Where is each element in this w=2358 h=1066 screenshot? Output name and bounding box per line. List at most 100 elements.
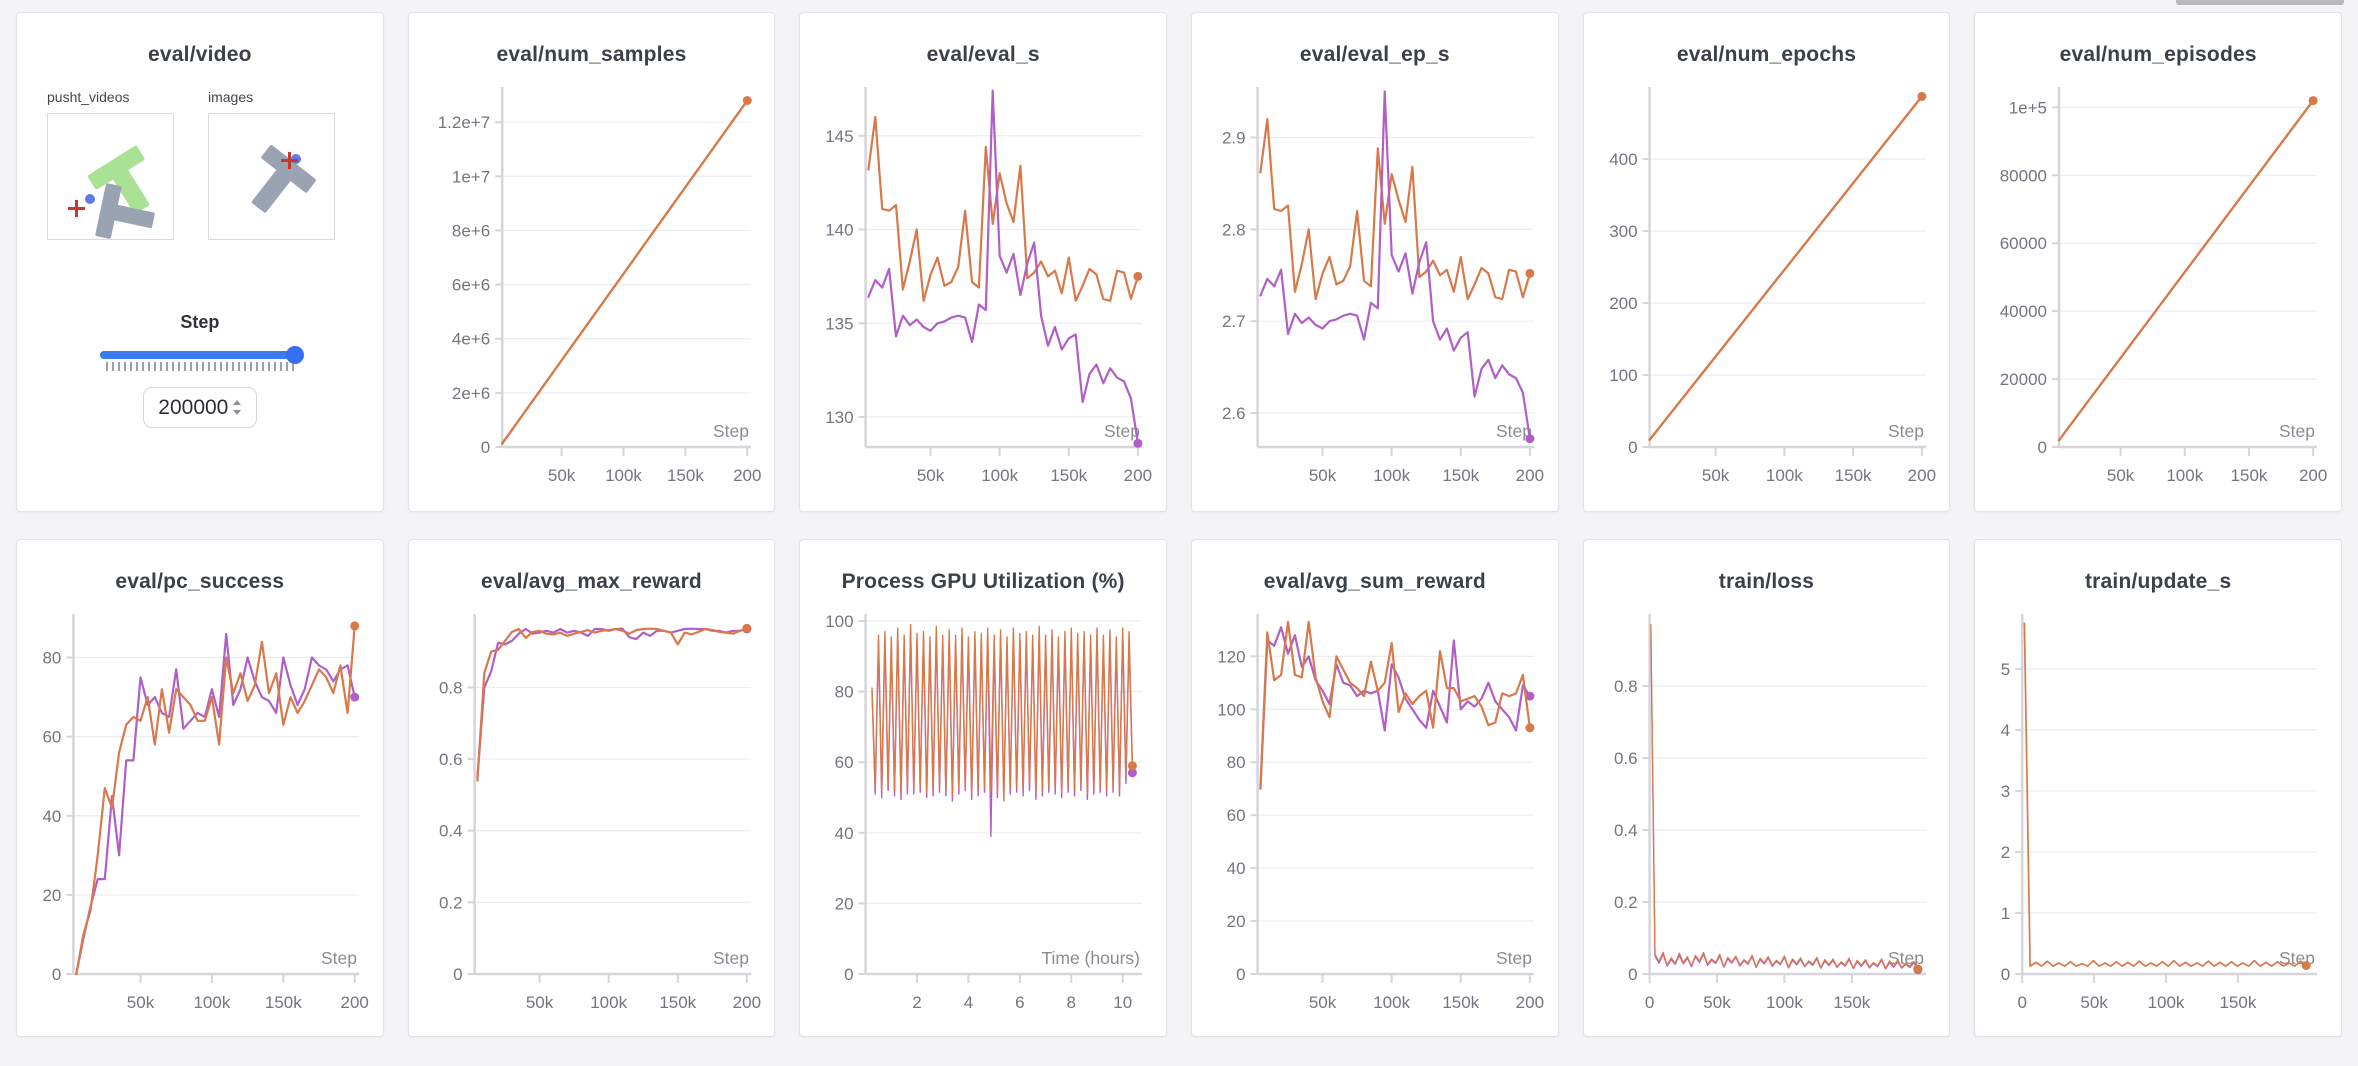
images-thumbnail[interactable] xyxy=(208,113,335,240)
svg-text:20: 20 xyxy=(835,894,854,913)
svg-text:40: 40 xyxy=(42,807,61,826)
svg-text:0.8: 0.8 xyxy=(1614,677,1638,696)
panel-grid: eval/video pusht_videos images xyxy=(16,12,2342,1037)
svg-text:50k: 50k xyxy=(127,993,155,1012)
svg-text:100k: 100k xyxy=(1373,993,1410,1012)
decrement-icon[interactable] xyxy=(233,410,242,415)
svg-text:200: 200 xyxy=(1516,466,1544,485)
line-chart[interactable]: 0 100 200 300 400 50k 100k 150k 200 Step xyxy=(1584,71,1951,501)
step-slider[interactable] xyxy=(99,346,304,364)
line-chart[interactable]: 2.6 2.7 2.8 2.9 50k 100k 150k 200 Step xyxy=(1192,71,1559,501)
gray-t-shape xyxy=(235,144,317,225)
panel-eval-eval-s[interactable]: eval/eval_s 130 135 140 145 50k 100k 150k 200 St… xyxy=(799,12,1167,512)
line-chart[interactable]: 0 2e+6 4e+6 6e+6 8e+6 1e+7 1.2e+7 50k 100k 150k 20… xyxy=(409,71,776,501)
panel-eval-avg-max-reward[interactable]: eval/avg_max_reward 0 0.2 0.4 0.6 0.8 50k 100k… xyxy=(407,539,776,1037)
svg-text:60: 60 xyxy=(1227,806,1246,825)
line-chart[interactable]: 0 20 40 60 80 100 2 4 6 8 10 Time (hours) xyxy=(800,598,1167,1028)
panel-title: eval/eval_ep_s xyxy=(1299,43,1450,66)
svg-text:50k: 50k xyxy=(1309,466,1337,485)
panel-title: eval/avg_sum_reward xyxy=(1263,570,1486,593)
svg-text:80: 80 xyxy=(42,649,61,668)
panel-eval-video[interactable]: eval/video pusht_videos images xyxy=(16,12,384,512)
svg-text:150k: 150k xyxy=(1833,993,1870,1012)
pusht-video-thumbnail[interactable] xyxy=(47,113,174,240)
step-number-input[interactable]: 200000 xyxy=(142,387,257,428)
svg-text:200: 200 xyxy=(732,993,760,1012)
svg-text:Step: Step xyxy=(321,948,357,968)
horizontal-scrollbar-thumb[interactable] xyxy=(2176,0,2344,5)
target-cross-icon xyxy=(281,152,298,169)
svg-text:Time (hours): Time (hours) xyxy=(1042,948,1141,968)
svg-text:0: 0 xyxy=(2018,993,2027,1012)
panel-eval-num-samples[interactable]: eval/num_samples 0 2e+6 4e+6 6e+6 8e+6 1e+7 1.… xyxy=(407,12,776,512)
svg-text:0: 0 xyxy=(1645,993,1654,1012)
svg-text:40: 40 xyxy=(835,824,854,843)
svg-text:2.9: 2.9 xyxy=(1222,129,1246,148)
svg-text:0.4: 0.4 xyxy=(439,822,463,841)
svg-text:Step: Step xyxy=(2279,421,2315,441)
svg-text:0: 0 xyxy=(52,965,61,984)
panel-process-gpu-utilization[interactable]: Process GPU Utilization (%) 0 20 40 60 80 100… xyxy=(799,539,1167,1037)
panel-title: train/update_s xyxy=(2084,570,2232,593)
line-chart[interactable]: 0 20 40 60 80 100 120 50k 100k 150k 200 Step xyxy=(1192,598,1559,1028)
svg-text:100k: 100k xyxy=(193,993,230,1012)
svg-text:6: 6 xyxy=(1015,993,1024,1012)
svg-text:1e+5: 1e+5 xyxy=(2009,98,2047,117)
panel-eval-pc-success[interactable]: eval/pc_success 0 20 40 60 80 50k 100k 150k 200 S… xyxy=(16,539,384,1037)
svg-text:60: 60 xyxy=(835,753,854,772)
svg-text:Step: Step xyxy=(1496,948,1532,968)
step-slider-thumb[interactable] xyxy=(285,346,304,364)
step-value[interactable]: 200000 xyxy=(158,395,229,419)
step-slider-track[interactable] xyxy=(99,351,300,359)
panel-eval-eval-ep-s[interactable]: eval/eval_ep_s 2.6 2.7 2.8 2.9 50k 100k 150k 20… xyxy=(1190,12,1559,512)
line-chart[interactable]: 0 20 40 60 80 50k 100k 150k 200 Step xyxy=(17,598,384,1028)
svg-text:100k: 100k xyxy=(1766,466,1803,485)
media-key-label: pusht_videos xyxy=(47,89,130,105)
panel-title: eval/video xyxy=(148,43,252,66)
svg-text:Step: Step xyxy=(1888,421,1924,441)
svg-text:50k: 50k xyxy=(917,466,945,485)
svg-text:20000: 20000 xyxy=(2000,370,2047,389)
gray-t-shape xyxy=(94,182,159,239)
svg-text:0: 0 xyxy=(1628,965,1637,984)
svg-text:2.6: 2.6 xyxy=(1222,404,1246,423)
stepper-arrows[interactable] xyxy=(233,400,242,415)
svg-text:80000: 80000 xyxy=(2000,166,2047,185)
svg-text:0: 0 xyxy=(1628,438,1637,457)
svg-text:0: 0 xyxy=(2038,438,2047,457)
svg-text:400: 400 xyxy=(1609,150,1637,169)
svg-text:2: 2 xyxy=(2001,843,2010,862)
svg-text:0: 0 xyxy=(480,438,489,457)
svg-text:2.8: 2.8 xyxy=(1222,220,1246,239)
svg-text:100k: 100k xyxy=(2148,993,2185,1012)
svg-text:100: 100 xyxy=(826,612,854,631)
svg-text:0: 0 xyxy=(844,965,853,984)
svg-text:100k: 100k xyxy=(590,993,627,1012)
svg-text:100: 100 xyxy=(1217,700,1245,719)
svg-text:80: 80 xyxy=(1227,753,1246,772)
panel-title: eval/num_samples xyxy=(496,43,687,66)
agent-dot xyxy=(85,194,95,204)
svg-text:2: 2 xyxy=(913,993,922,1012)
line-chart[interactable]: 0 0.2 0.4 0.6 0.8 50k 100k 150k 200 Step xyxy=(409,598,776,1028)
svg-text:20: 20 xyxy=(42,886,61,905)
panel-title: eval/eval_s xyxy=(926,43,1040,66)
panel-train-update-s[interactable]: train/update_s 0 1 2 3 4 5 0 50k 100k 150k Step xyxy=(1974,539,2342,1037)
panel-title: eval/num_epochs xyxy=(1676,43,1857,66)
panel-eval-avg-sum-reward[interactable]: eval/avg_sum_reward 0 20 40 60 80 100 120 50k 10… xyxy=(1190,539,1559,1037)
increment-icon[interactable] xyxy=(233,400,242,405)
panel-train-loss[interactable]: train/loss 0 0.2 0.4 0.6 0.8 0 50k 100k 150k Step xyxy=(1582,539,1951,1037)
svg-text:140: 140 xyxy=(826,221,854,240)
line-chart[interactable]: 0 20000 40000 60000 80000 1e+5 50k 100k 150k 200 S… xyxy=(1975,71,2342,501)
svg-text:200: 200 xyxy=(1907,466,1935,485)
svg-text:150k: 150k xyxy=(2220,993,2257,1012)
svg-text:50k: 50k xyxy=(1309,993,1337,1012)
svg-text:1e+7: 1e+7 xyxy=(452,167,490,186)
svg-text:300: 300 xyxy=(1609,222,1637,241)
svg-text:5: 5 xyxy=(2001,660,2010,679)
line-chart[interactable]: 130 135 140 145 50k 100k 150k 200 Step xyxy=(800,71,1167,501)
panel-eval-num-episodes[interactable]: eval/num_episodes 0 20000 40000 60000 80000 1… xyxy=(1974,12,2342,512)
panel-eval-num-epochs[interactable]: eval/num_epochs 0 100 200 300 400 50k 100k 150k… xyxy=(1582,12,1951,512)
